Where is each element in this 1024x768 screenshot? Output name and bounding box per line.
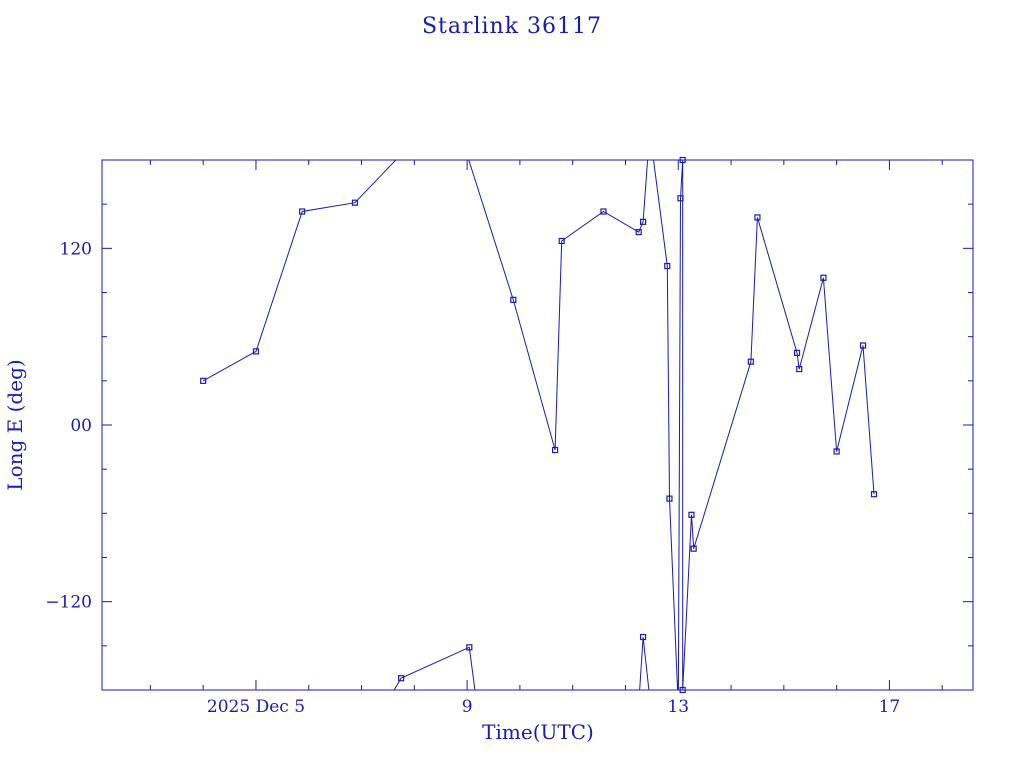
data-point-marker bbox=[754, 214, 761, 221]
data-point-marker bbox=[820, 274, 827, 281]
data-point-marker bbox=[639, 633, 647, 641]
series-line-0 bbox=[202, 160, 875, 690]
marker-layer bbox=[200, 156, 878, 694]
data-point-marker bbox=[252, 348, 260, 355]
y-tick-label: 120 bbox=[60, 239, 92, 259]
data-point-marker bbox=[466, 644, 473, 651]
data-point-marker bbox=[833, 448, 840, 455]
data-point-marker bbox=[551, 446, 559, 454]
data-point-marker bbox=[299, 208, 306, 215]
y-tick-label: −120 bbox=[45, 593, 92, 613]
x-axis-label: Time(UTC) bbox=[482, 720, 594, 744]
data-point-marker bbox=[510, 296, 517, 303]
plot-frame bbox=[101, 159, 974, 691]
axis-ticks bbox=[102, 160, 973, 690]
data-point-marker bbox=[796, 365, 803, 373]
data-point-marker bbox=[351, 199, 359, 206]
data-point-marker bbox=[679, 686, 686, 694]
y-axis-label: Long E (deg) bbox=[3, 359, 27, 490]
series-line-1 bbox=[393, 646, 476, 690]
data-point-marker bbox=[639, 218, 647, 225]
x-tick-label: 2025 Dec 5 bbox=[207, 697, 305, 717]
data-point-marker bbox=[688, 511, 695, 518]
data-point-marker bbox=[793, 349, 801, 356]
chart-title: Starlink 36117 bbox=[421, 14, 603, 39]
data-point-marker bbox=[677, 195, 684, 202]
axis-tick-labels: 2025 Dec 5 9 13 17 120 00 −120 bbox=[45, 239, 900, 717]
data-point-marker bbox=[398, 675, 405, 682]
series-line-2 bbox=[639, 636, 650, 690]
x-tick-label: 9 bbox=[462, 697, 473, 717]
y-tick-label: 00 bbox=[70, 416, 92, 436]
data-point-marker bbox=[664, 262, 671, 270]
data-point-marker bbox=[200, 377, 207, 384]
x-tick-label: 13 bbox=[667, 697, 689, 717]
data-point-marker bbox=[859, 342, 867, 349]
data-point-marker bbox=[635, 229, 642, 236]
data-point-marker bbox=[666, 495, 673, 502]
x-tick-label: 17 bbox=[879, 697, 901, 717]
data-point-marker bbox=[747, 358, 754, 365]
data-point-marker bbox=[870, 491, 878, 498]
series-layer bbox=[202, 160, 875, 690]
data-point-marker bbox=[600, 208, 607, 215]
data-point-marker bbox=[690, 545, 697, 552]
data-point-marker bbox=[679, 156, 686, 164]
data-point-marker bbox=[558, 237, 565, 245]
